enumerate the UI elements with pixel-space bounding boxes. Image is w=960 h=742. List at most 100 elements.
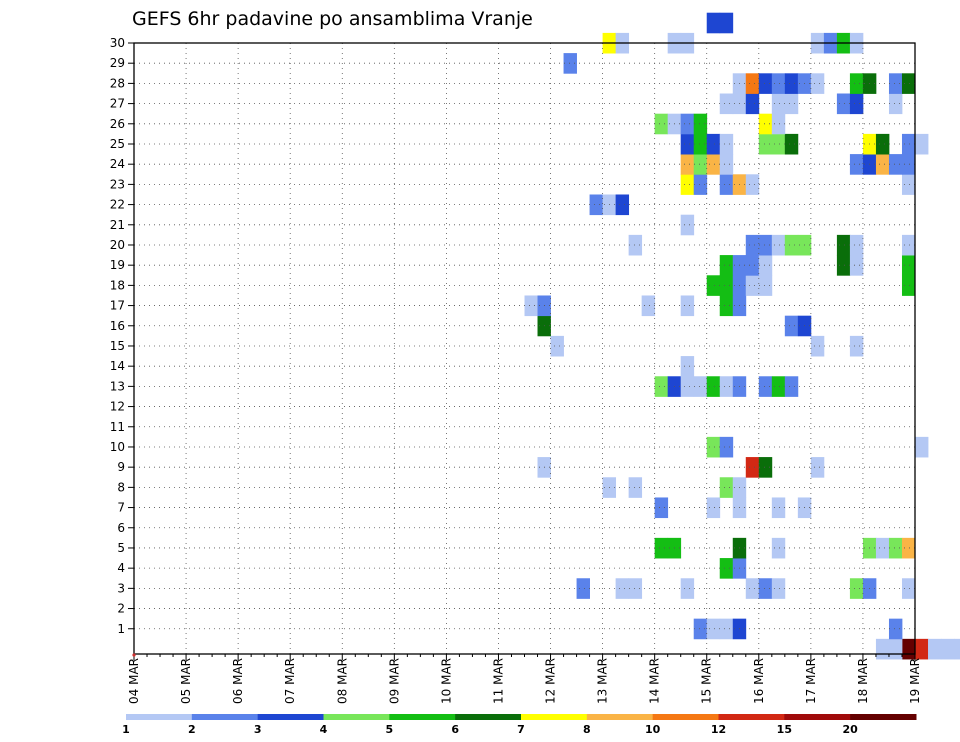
y-tick-label: 14 bbox=[110, 359, 125, 373]
legend-swatch bbox=[257, 714, 324, 720]
legend-swatch bbox=[586, 714, 654, 720]
x-tick-label: 15 MAR bbox=[700, 658, 714, 704]
heatmap-cell bbox=[706, 275, 721, 296]
legend-label: 1 bbox=[122, 723, 130, 736]
heatmap-cell bbox=[901, 638, 916, 660]
x-tick-label: 17 MAR bbox=[804, 658, 818, 704]
heatmap-cell bbox=[915, 133, 929, 155]
legend-label: 15 bbox=[777, 723, 792, 736]
heatmap-cell bbox=[719, 133, 734, 155]
heatmap-cell bbox=[719, 154, 734, 175]
legend-swatch bbox=[850, 714, 917, 720]
y-tick-label: 13 bbox=[110, 379, 125, 393]
x-tick-label: 14 MAR bbox=[648, 658, 662, 704]
legend-swatch bbox=[191, 714, 259, 720]
heatmap-cell bbox=[693, 376, 708, 397]
heatmap-cell bbox=[680, 295, 695, 317]
heatmap-cell bbox=[849, 154, 864, 175]
heatmap-cell bbox=[784, 73, 799, 94]
heatmap-cell bbox=[654, 113, 669, 135]
heatmap-cell bbox=[836, 234, 851, 256]
y-tick-label: 27 bbox=[110, 97, 125, 111]
heatmap-cell bbox=[719, 618, 734, 640]
legend-label: 7 bbox=[517, 723, 525, 736]
y-tick-label: 4 bbox=[117, 561, 125, 575]
heatmap-cell bbox=[745, 255, 760, 276]
y-tick-label: 21 bbox=[110, 218, 125, 232]
x-tick-label: 16 MAR bbox=[752, 658, 766, 704]
grid-lines bbox=[134, 42, 915, 654]
heatmap-cell bbox=[836, 93, 851, 115]
heatmap-cell bbox=[758, 113, 773, 135]
heatmap-cell bbox=[680, 113, 695, 135]
heatmap-cell bbox=[888, 154, 903, 175]
heatmap-cell bbox=[654, 376, 669, 397]
heatmap-cell bbox=[745, 73, 760, 94]
legend-swatch bbox=[126, 714, 193, 720]
heatmap-cell bbox=[758, 376, 773, 397]
legend-swatch bbox=[718, 714, 785, 720]
heatmap-cell bbox=[524, 295, 538, 317]
heatmap-cell bbox=[693, 174, 708, 195]
heatmap-cell bbox=[745, 174, 760, 195]
y-tick-label: 1 bbox=[117, 622, 125, 636]
heatmap-cell bbox=[810, 73, 825, 94]
heatmap-cell bbox=[849, 73, 864, 94]
y-tick-label: 11 bbox=[110, 420, 125, 434]
heatmap-cell bbox=[706, 436, 721, 458]
x-tick-label: 11 MAR bbox=[491, 658, 505, 704]
y-tick-label: 19 bbox=[110, 258, 125, 272]
heatmap-cell bbox=[901, 275, 916, 296]
heatmap-cell bbox=[901, 133, 916, 155]
legend-swatch bbox=[389, 714, 456, 720]
heatmap-cell bbox=[771, 497, 786, 519]
heatmap-cell bbox=[954, 638, 960, 660]
x-tick-label: 04 MAR bbox=[127, 658, 141, 704]
heatmap-cell bbox=[745, 457, 760, 478]
x-tick-label: 10 MAR bbox=[439, 658, 453, 704]
heatmap-cell bbox=[758, 73, 773, 94]
y-tick-label: 17 bbox=[110, 299, 125, 313]
heatmap-cell bbox=[901, 234, 916, 256]
heatmap-cell bbox=[810, 457, 825, 478]
heatmap-cell bbox=[719, 275, 734, 296]
heatmap-cell bbox=[771, 73, 786, 94]
legend-label: 5 bbox=[386, 723, 394, 736]
heatmap-cell bbox=[745, 275, 760, 296]
heatmap-cell bbox=[784, 133, 799, 155]
heatmap-cell bbox=[888, 93, 903, 115]
heatmap-cell bbox=[680, 356, 695, 377]
chart-title: GEFS 6hr padavine po ansamblima Vranje bbox=[132, 8, 533, 30]
heatmap-cell bbox=[771, 234, 786, 256]
y-tick-label: 16 bbox=[110, 319, 125, 333]
x-tick-label: 09 MAR bbox=[387, 658, 401, 704]
heatmap-cell bbox=[628, 477, 643, 498]
x-tick-label: 05 MAR bbox=[179, 658, 193, 704]
heatmap-cell bbox=[680, 578, 695, 599]
legend-swatch bbox=[784, 714, 851, 720]
heatmap-cell bbox=[706, 376, 721, 397]
legend-label: 10 bbox=[645, 723, 661, 736]
heatmap-cell bbox=[901, 174, 916, 195]
heatmap-cell bbox=[901, 255, 916, 276]
legend-swatch bbox=[323, 714, 390, 720]
legend-swatch bbox=[652, 714, 719, 720]
heatmap-cell bbox=[784, 315, 799, 337]
heatmap-cell bbox=[693, 154, 708, 175]
heatmap-cell bbox=[589, 194, 603, 216]
heatmap-cell bbox=[706, 133, 721, 155]
y-tick-label: 22 bbox=[110, 198, 125, 212]
heatmap-cell bbox=[771, 537, 786, 559]
heatmap-cell bbox=[719, 12, 734, 34]
heatmap-cell bbox=[706, 497, 721, 519]
heatmap-cell bbox=[784, 234, 799, 256]
heatmap-cell bbox=[706, 154, 721, 175]
y-tick-label: 18 bbox=[110, 278, 125, 292]
heatmap-cell bbox=[784, 93, 799, 115]
heatmap-cell bbox=[654, 537, 669, 559]
heatmap-cell bbox=[915, 436, 929, 458]
heatmap-cell bbox=[758, 578, 773, 599]
legend-swatch bbox=[455, 714, 522, 720]
legend-label: 3 bbox=[254, 723, 262, 736]
heatmap-cell bbox=[771, 133, 786, 155]
